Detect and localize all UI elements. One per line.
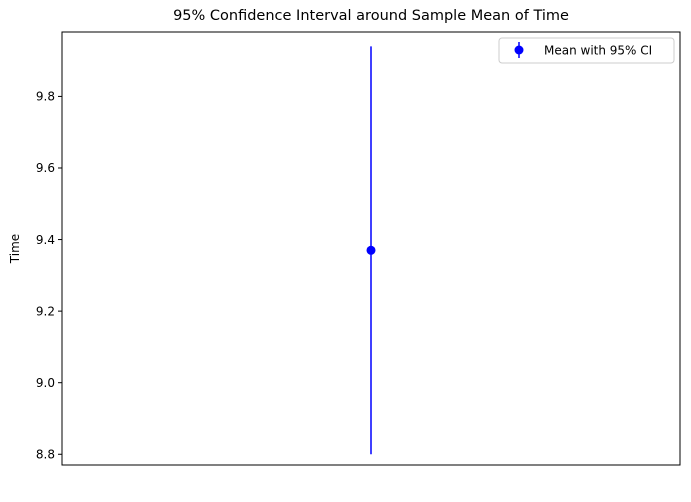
y-tick-label: 9.2 bbox=[36, 304, 55, 318]
y-tick-label: 9.8 bbox=[36, 90, 55, 104]
legend-entry-label: Mean with 95% CI bbox=[544, 44, 652, 58]
legend-box bbox=[498, 37, 675, 64]
y-axis-label: Time bbox=[8, 234, 22, 264]
y-tick-label: 9.6 bbox=[36, 161, 55, 175]
mean-point bbox=[366, 245, 376, 255]
y-tick-label: 8.8 bbox=[36, 447, 55, 461]
legend: Mean with 95% CI bbox=[498, 37, 675, 64]
chart-title: 95% Confidence Interval around Sample Me… bbox=[173, 8, 569, 24]
legend-marker-icon bbox=[514, 45, 524, 55]
y-tick-label: 9.4 bbox=[36, 233, 55, 247]
series-marks bbox=[366, 46, 376, 455]
y-tick-label: 9.0 bbox=[36, 376, 55, 390]
plot-frame bbox=[61, 31, 681, 466]
plot-area: 8.8 9.0 9.2 9.4 9.6 9.8 bbox=[36, 31, 681, 466]
y-axis-ticks: 8.8 9.0 9.2 9.4 9.6 9.8 bbox=[36, 90, 62, 461]
